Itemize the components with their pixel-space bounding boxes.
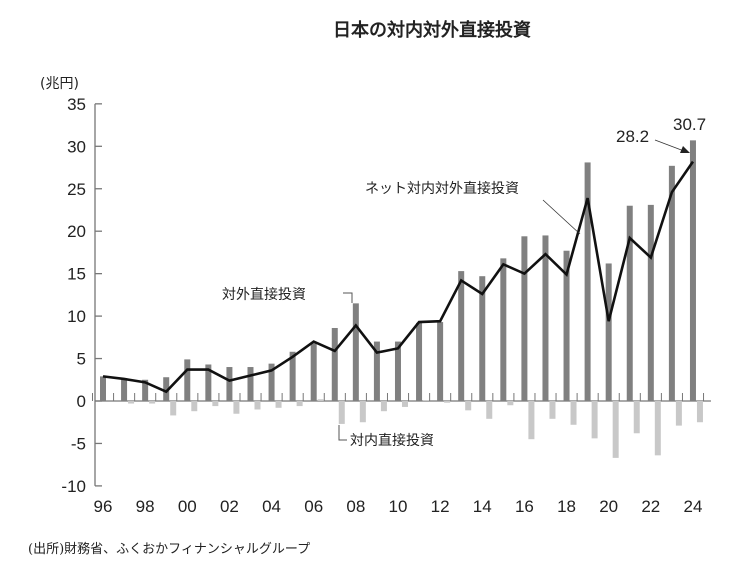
x-tick-label: 00 <box>178 497 197 516</box>
outward-bar <box>416 322 423 401</box>
outward-label: 対外直接投資 <box>222 286 306 303</box>
inward-bar <box>338 401 345 424</box>
inward-bar <box>570 401 577 425</box>
outward-bar <box>394 341 401 401</box>
x-tick-label: 16 <box>515 497 534 516</box>
y-tick-label: 25 <box>67 180 86 199</box>
x-tick-label: 98 <box>136 497 155 516</box>
y-tick-label: -5 <box>71 434 86 453</box>
outward-2024-label: 30.7 <box>673 115 706 134</box>
net-leader <box>542 199 581 235</box>
outward-bar <box>521 236 528 401</box>
inward-bar <box>696 401 703 423</box>
inward-bar <box>633 401 640 434</box>
chart-title: 日本の対内対外直接投資 <box>333 20 531 41</box>
y-tick-label: 5 <box>77 350 86 369</box>
inward-bar <box>549 401 556 419</box>
x-tick-label: 02 <box>220 497 239 516</box>
outward-bar <box>163 377 170 401</box>
x-tick-label: 14 <box>473 497 492 516</box>
outward-bar <box>121 378 128 401</box>
inward-bar <box>423 400 430 401</box>
x-tick-label: 24 <box>683 497 702 516</box>
outward-bar <box>226 367 233 401</box>
arrow-line <box>654 139 685 152</box>
x-tick-label: 20 <box>599 497 618 516</box>
outward-bar <box>289 351 296 401</box>
x-tick-label: 22 <box>641 497 660 516</box>
net-2024-label: 28.2 <box>616 127 649 146</box>
outward-bar <box>458 271 465 401</box>
inward-bar <box>380 401 387 412</box>
inward-leader <box>338 425 347 441</box>
outward-bar <box>184 359 191 401</box>
inward-bar <box>149 401 156 404</box>
outward-bar <box>668 165 675 401</box>
inward-bar <box>296 401 303 407</box>
y-tick-label: 35 <box>67 95 86 114</box>
outward-bar <box>331 327 338 401</box>
inward-bar <box>444 401 451 403</box>
inward-bar <box>654 401 661 456</box>
inward-bar <box>528 401 535 440</box>
outward-bar <box>689 140 696 401</box>
y-tick-label: -10 <box>61 477 86 496</box>
y-tick-label: 20 <box>67 222 86 241</box>
arrow-head-icon <box>680 146 690 153</box>
x-tick-label: 06 <box>304 497 323 516</box>
inward-bar <box>128 401 135 404</box>
outward-leader <box>343 292 353 303</box>
outward-bar <box>352 303 359 401</box>
outward-bar <box>647 204 654 401</box>
outward-bar <box>584 162 591 401</box>
inward-bar <box>233 401 240 414</box>
outward-bar <box>247 367 254 401</box>
inward-bar <box>675 401 682 426</box>
outward-bar <box>205 364 212 401</box>
outward-bar <box>100 376 106 401</box>
inward-bar <box>465 401 472 411</box>
net-label: ネット対内対外直接投資 <box>365 180 519 197</box>
inward-bar <box>275 401 282 408</box>
inward-bar <box>170 401 177 416</box>
outward-bar <box>310 343 317 401</box>
outward-bar <box>142 379 149 401</box>
x-tick-label: 08 <box>346 497 365 516</box>
inward-bar <box>254 401 261 410</box>
x-tick-label: 12 <box>431 497 450 516</box>
inward-bar <box>191 401 198 412</box>
y-tick-label: 0 <box>77 392 86 411</box>
outward-bar <box>479 276 486 401</box>
inward-bar <box>591 401 598 439</box>
y-tick-label: 30 <box>67 137 86 156</box>
y-tick-label: 15 <box>67 265 86 284</box>
inward-bar <box>212 401 219 407</box>
outward-bar <box>437 322 444 401</box>
inward-bar <box>507 401 514 406</box>
outward-bar <box>542 235 549 401</box>
inward-bar <box>612 401 619 458</box>
outward-bar <box>626 205 633 401</box>
y-tick-label: 10 <box>67 307 86 326</box>
inward-bar <box>401 401 408 407</box>
x-tick-label: 10 <box>389 497 408 516</box>
inward-bar <box>486 401 493 419</box>
source-note: (出所)財務省、ふくおかフィナンシャルグループ <box>28 542 311 557</box>
outward-bar <box>500 258 507 401</box>
outward-bar <box>268 363 275 401</box>
x-tick-label: 04 <box>262 497 281 516</box>
x-tick-label: 18 <box>557 497 576 516</box>
outward-bar <box>373 341 380 401</box>
inward-bar <box>359 401 366 423</box>
inward-label: 対内直接投資 <box>350 432 434 449</box>
outward-bar <box>605 263 612 401</box>
x-tick-label: 96 <box>94 497 113 516</box>
y-axis-unit: (兆円) <box>40 76 79 92</box>
inward-bar <box>317 399 324 401</box>
outward-bar <box>563 250 570 401</box>
